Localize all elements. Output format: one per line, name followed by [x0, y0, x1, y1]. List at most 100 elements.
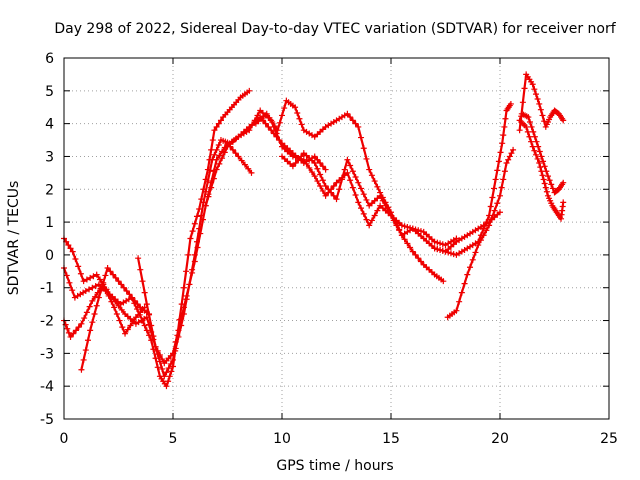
x-tick-label: 20 [491, 431, 509, 447]
data-point [437, 240, 444, 247]
data-point [360, 210, 367, 217]
data-point [274, 127, 281, 134]
y-tick-label: 6 [45, 51, 54, 67]
data-point [534, 96, 541, 103]
data-point [163, 369, 170, 376]
data-point [202, 188, 209, 195]
data-point [396, 226, 403, 233]
data-point [445, 249, 452, 256]
data-point [115, 278, 122, 285]
data-point [241, 161, 248, 168]
data-point [123, 288, 130, 295]
data-point [469, 256, 476, 263]
y-tick-label: -3 [40, 346, 54, 362]
y-tick-label: -5 [40, 412, 54, 428]
data-point [494, 200, 501, 207]
y-tick-label: 3 [45, 149, 54, 165]
data-point [544, 173, 551, 180]
data-point [124, 326, 131, 333]
data-point [105, 292, 112, 299]
data-point [322, 166, 329, 173]
data-point [232, 150, 239, 157]
x-axis-label: GPS time / hours [276, 458, 393, 474]
data-point [137, 266, 144, 273]
series-markers-sat-j [431, 100, 514, 258]
data-point [102, 272, 109, 279]
data-point [497, 209, 503, 216]
series-markers-sat-l [516, 117, 567, 222]
data-point [66, 279, 73, 286]
data-point [146, 311, 153, 318]
data-point [548, 181, 555, 188]
data-point [161, 373, 168, 380]
data-point [211, 151, 218, 158]
data-point [67, 333, 74, 340]
data-point [300, 156, 307, 163]
data-point [534, 155, 541, 162]
data-point [355, 199, 362, 206]
data-point [209, 156, 216, 163]
data-point [130, 318, 137, 325]
data-point [268, 127, 275, 134]
data-point [180, 284, 187, 291]
data-point [349, 168, 356, 175]
data-point [500, 176, 507, 183]
data-point [159, 365, 166, 372]
data-point [363, 155, 370, 162]
data-point [112, 274, 119, 281]
data-point [70, 330, 77, 337]
data-point [175, 333, 182, 340]
data-point [407, 224, 414, 231]
data-point [72, 327, 79, 334]
data-point [500, 132, 507, 139]
data-point [139, 278, 146, 285]
data-point [246, 127, 253, 134]
data-point [180, 310, 187, 317]
y-tick-label: 5 [45, 84, 54, 100]
series-markers-sat-c [61, 281, 148, 340]
data-point [289, 153, 296, 160]
y-tick-label: 0 [45, 248, 54, 264]
data-point [311, 160, 318, 167]
data-point [358, 205, 365, 212]
data-point [507, 100, 514, 107]
data-point [93, 302, 100, 309]
data-point [317, 171, 324, 178]
data-point [328, 189, 335, 196]
x-axis-ticks: 0 5 10 15 20 25 [60, 58, 618, 447]
y-tick-label: 1 [45, 215, 54, 231]
data-point [298, 153, 305, 160]
plot-frame [63, 57, 610, 420]
data-point [560, 117, 567, 124]
series-markers-sat-d [78, 265, 153, 373]
data-point [495, 158, 502, 165]
data-point [352, 120, 359, 127]
grid-lines [64, 58, 609, 419]
data-point [75, 324, 82, 331]
data-point [317, 182, 324, 189]
data-point [165, 378, 172, 385]
data-point [191, 251, 198, 258]
data-point [540, 158, 547, 165]
data-point [344, 169, 351, 176]
data-point [65, 329, 72, 336]
data-point [208, 184, 215, 191]
data-point [269, 118, 276, 125]
data-point [80, 278, 87, 285]
data-point [166, 373, 173, 380]
y-tick-label: 2 [45, 182, 54, 198]
chart-title: Day 298 of 2022, Sidereal Day-to-day VTE… [54, 21, 616, 37]
data-point [135, 255, 142, 262]
data-point [92, 293, 99, 300]
data-point [69, 287, 76, 294]
data-point [98, 287, 105, 294]
data-point [306, 164, 313, 171]
data-point [382, 202, 389, 209]
data-point [251, 117, 258, 124]
data-point [134, 301, 141, 308]
data-point [281, 105, 288, 112]
data-point [439, 241, 446, 248]
series-line-sat-d [80, 266, 151, 371]
data-point [208, 146, 215, 153]
data-point [539, 172, 546, 179]
